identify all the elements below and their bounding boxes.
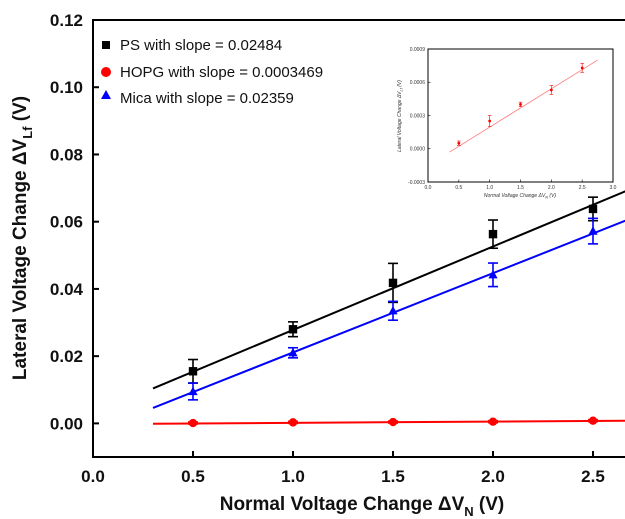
legend-marker-mica — [101, 90, 111, 99]
inset-x-tick-label-4: 2.0 — [548, 185, 555, 191]
inset-x-axis-title: Normal Voltage Change ΔVN (V) — [484, 193, 557, 200]
inset-frame — [427, 48, 614, 183]
x-axis-title: Normal Voltage Change ΔVN (V) — [220, 494, 505, 519]
x-tick-label-4: 2.0 — [481, 467, 505, 486]
y-tick-label-2: 0.04 — [50, 280, 84, 299]
inset-data-point-series0-4 — [580, 66, 584, 70]
legend-label-mica: Mica with slope = 0.02359 — [120, 90, 294, 107]
data-point-ps-4 — [588, 204, 598, 214]
data-point-mica-2 — [388, 305, 398, 315]
data-point-mica-1 — [288, 347, 298, 357]
x-tick-label-3: 1.5 — [381, 467, 405, 486]
data-point-hopg-3 — [488, 417, 498, 426]
fit-line-ps — [152, 190, 625, 390]
legend: PS with slope = 0.02484 HOPG with slope … — [101, 37, 323, 107]
data-point-ps-3 — [488, 229, 498, 239]
data-point-hopg-1 — [288, 418, 298, 427]
inset-data-point-series0-0 — [457, 141, 461, 145]
data-point-mica-3 — [488, 269, 498, 279]
data-point-ps-1 — [288, 325, 298, 334]
main-ticks: 0.0 0.5 1.0 1.5 2.0 2.5 0.00 0.02 0.04 0.06 0.08 0.… — [50, 11, 605, 486]
inset-x-tick-label-3: 1.5 — [517, 185, 524, 191]
inset-x-tick-label-0: 0.0 — [425, 185, 432, 191]
inset-y-axis-title: Lateral Voltage Change ΔVLf (V) — [397, 80, 404, 152]
data-point-hopg-2 — [388, 417, 398, 427]
legend-marker-ps — [102, 41, 110, 49]
data-points — [188, 204, 598, 428]
inset-chart: 0.0 0.5 1.0 1.5 2.0 2.5 3.0 -0.0003 0.0000 0.0003… — [397, 47, 617, 200]
legend-label-hopg: HOPG with slope = 0.0003469 — [120, 64, 323, 81]
inset-data-point-series0-2 — [519, 103, 522, 106]
inset-x-tick-label-1: 0.5 — [455, 185, 462, 191]
inset-data-points — [457, 66, 584, 145]
inset-x-tick-label-5: 2.5 — [579, 185, 586, 191]
y-tick-label-6: 0.12 — [50, 11, 83, 30]
data-point-mica-0 — [188, 386, 198, 396]
data-point-hopg-0 — [188, 418, 198, 428]
inset-x-tick-label-2: 1.0 — [486, 185, 493, 191]
fit-line-mica — [152, 219, 625, 409]
y-tick-label-4: 0.08 — [50, 145, 83, 164]
plot-frame — [92, 19, 625, 458]
data-point-ps-2 — [388, 278, 398, 288]
y-tick-label-3: 0.06 — [50, 213, 83, 232]
inset-y-tick-label-3: 0.0006 — [410, 80, 426, 86]
x-tick-label-1: 0.5 — [181, 467, 205, 486]
x-tick-label-0: 0.0 — [81, 467, 105, 486]
inset-y-tick-label-0: -0.0003 — [408, 180, 425, 186]
y-axis-title: Lateral Voltage Change ΔVLf (V) — [10, 96, 35, 380]
x-tick-label-2: 1.0 — [281, 467, 305, 486]
inset-fit-line-series0 — [449, 59, 598, 153]
legend-label-ps: PS with slope = 0.02484 — [120, 37, 282, 54]
y-tick-label-5: 0.10 — [50, 78, 83, 97]
fit-lines — [152, 190, 625, 425]
legend-marker-hopg — [101, 67, 111, 77]
inset-y-tick-label-4: 0.0009 — [410, 47, 426, 53]
inset-data-point-series0-1 — [488, 119, 492, 123]
data-point-hopg-4 — [588, 416, 598, 425]
inset-x-tick-label-6: 3.0 — [610, 185, 617, 191]
inset-y-tick-label-1: 0.0000 — [410, 147, 426, 153]
y-tick-label-0: 0.00 — [50, 414, 83, 433]
data-point-mica-4 — [588, 226, 598, 235]
inset-y-tick-label-2: 0.0003 — [410, 113, 426, 119]
x-tick-label-5: 2.5 — [581, 467, 605, 486]
inset-fit-line — [449, 59, 598, 153]
inset-data-point-series0-3 — [549, 88, 553, 92]
data-point-ps-0 — [188, 367, 198, 376]
y-tick-label-1: 0.02 — [50, 347, 83, 366]
inset-ticks: 0.0 0.5 1.0 1.5 2.0 2.5 3.0 -0.0003 0.0000 0.0003… — [408, 47, 617, 191]
